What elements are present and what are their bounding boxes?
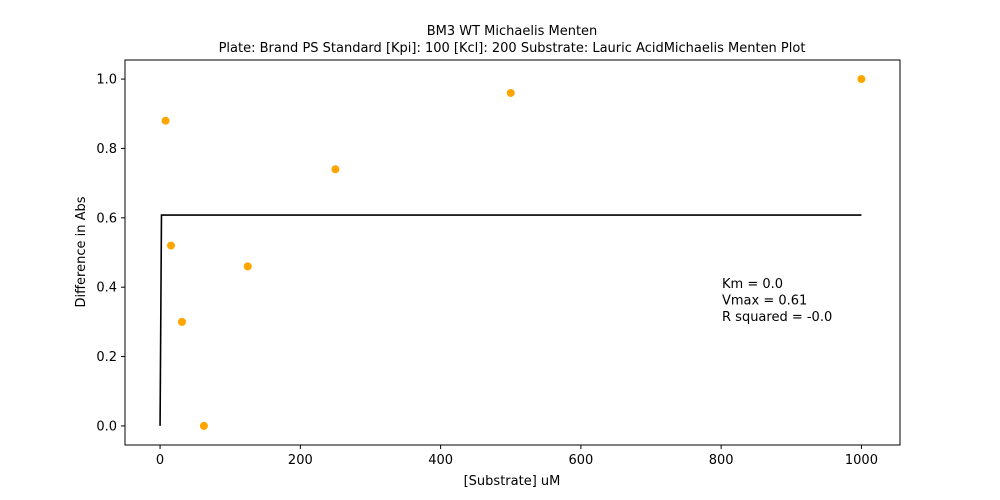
data-point [177,317,186,326]
plot-frame [124,59,901,446]
x-tick-label: 0 [156,453,164,468]
x-tick-label: 800 [709,453,734,468]
fit-annotation: R squared = -0.0 [722,310,832,325]
fit-annotation: Vmax = 0.61 [722,294,807,309]
x-tick-label: 1000 [845,453,878,468]
x-tick-label: 400 [428,453,453,468]
fit-annotations: Km = 0.0 Vmax = 0.61R squared = -0.0 [722,277,832,325]
data-point [199,421,208,430]
x-axis-ticks: 0 200 400 600 800 1000 [156,445,878,468]
y-tick-label: 0.8 [96,142,117,157]
data-point [161,116,170,125]
y-axis-ticks: 0.0 0.2 0.4 0.6 0.8 1.0 [96,73,125,434]
chart-title: BM3 WT Michaelis Menten [427,24,598,39]
data-point [331,165,340,174]
chart-subtitle: Plate: Brand PS Standard [Kpi]: 100 [Kcl… [219,41,806,56]
x-tick-label: 200 [288,453,313,468]
data-point [857,75,866,84]
x-axis-label: [Substrate] uM [464,474,561,489]
fit-annotation: Km = 0.0 [722,277,783,292]
data-point [167,241,176,250]
data-point [506,88,515,97]
y-tick-label: 0.6 [96,211,117,226]
y-tick-label: 0.0 [96,419,117,434]
y-axis-label: Difference in Abs [74,196,89,307]
x-tick-label: 600 [568,453,593,468]
y-tick-label: 0.4 [96,281,117,296]
y-tick-label: 1.0 [96,73,117,88]
data-point [243,262,252,271]
series-layer [159,75,866,430]
fit-line [159,214,862,426]
y-tick-label: 0.2 [96,350,117,365]
